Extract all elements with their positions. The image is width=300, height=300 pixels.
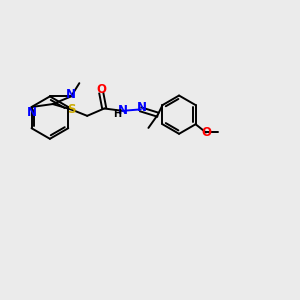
Text: N: N [137, 101, 147, 114]
Text: N: N [26, 106, 37, 119]
Text: H: H [113, 110, 121, 119]
Text: O: O [202, 126, 212, 139]
Text: N: N [66, 88, 76, 101]
Text: N: N [118, 104, 128, 117]
Text: O: O [96, 83, 106, 96]
Text: S: S [67, 103, 75, 116]
